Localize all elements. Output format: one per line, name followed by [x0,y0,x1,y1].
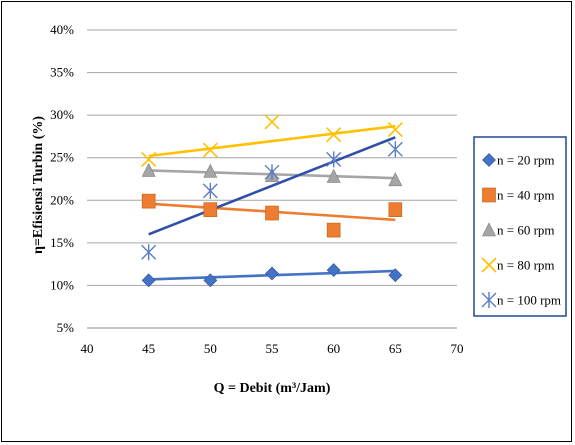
point-square [141,193,156,209]
legend-marker-x [481,257,497,273]
point-square [388,202,403,217]
x-tick-label: 45 [142,341,155,356]
trendline [148,124,396,158]
x-tick-labels: 40 45 50 55 60 65 70 [81,341,464,356]
y-tick-labels: 5% 10% 15% 20% 25% 30% 35% 40% [50,22,74,335]
data-points [141,114,403,288]
y-tick-label: 15% [50,235,74,250]
legend-label: n = 80 rpm [497,258,555,273]
point-diamond [388,268,403,283]
point-diamond [326,263,341,278]
point-triangle [141,162,156,177]
point-diamond [203,273,218,288]
legend-marker-diamond [482,153,496,167]
point-star [264,164,280,181]
point-x [202,142,218,158]
point-x [141,151,157,167]
legend-marker-star [481,292,497,308]
point-star [387,141,403,158]
y-tick-label: 35% [50,65,74,80]
point-triangle [326,168,341,183]
x-tick-label: 50 [204,341,217,356]
legend-marker-triangle [482,222,496,237]
x-tick-label: 40 [81,341,94,356]
point-x [326,127,342,143]
trendline [148,136,396,236]
legend-label: n = 20 rpm [497,153,555,168]
point-x [264,114,280,130]
point-square [326,222,341,238]
y-tick-label: 30% [50,107,74,122]
legend: n = 20 rpm n = 40 rpm n = 60 rpm n = 80 rpm… [473,136,567,317]
point-x [387,122,403,138]
point-star [202,182,218,199]
x-tick-label: 65 [389,341,402,356]
point-square [265,205,279,221]
y-tick-label: 25% [50,150,74,165]
point-star [326,151,342,168]
x-tick-label: 60 [327,341,340,356]
point-triangle [203,163,218,178]
x-tick-label: 55 [266,341,279,356]
legend-label: n = 100 rpm [497,293,561,308]
trendlines [148,124,396,281]
point-triangle [388,172,403,187]
point-star [141,244,157,261]
legend-marker-square [482,187,496,203]
y-axis-title: η=Efisiensi Turbin (%) [31,116,46,254]
point-diamond [141,273,156,288]
point-square [203,202,218,217]
y-tick-label: 5% [57,320,75,335]
legend-label: n = 60 rpm [497,223,555,238]
legend-label: n = 40 rpm [497,188,555,203]
point-diamond [265,266,279,281]
x-axis-title: Q = Debit (m³/Jam) [214,381,331,396]
y-tick-label: 40% [50,22,74,37]
y-tick-label: 20% [50,192,74,207]
y-tick-label: 10% [50,277,74,292]
x-tick-label: 70 [451,341,464,356]
